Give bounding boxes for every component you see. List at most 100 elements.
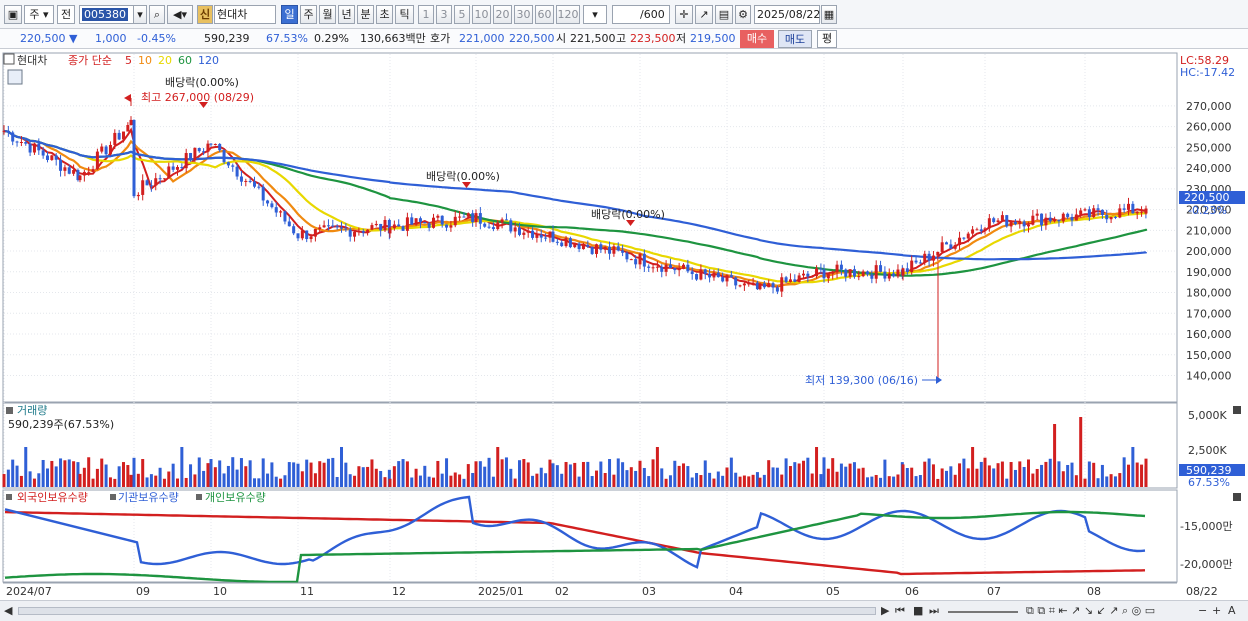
- volume-bar: [647, 476, 651, 487]
- ma-legend-item: 5: [125, 54, 132, 67]
- step-dropdown[interactable]: ▾: [583, 5, 607, 24]
- volume-bar: [171, 463, 175, 487]
- candle-body: [274, 207, 278, 213]
- price-tick-label: 240,000: [1186, 162, 1232, 175]
- period-select[interactable]: 주 ▾: [24, 5, 54, 24]
- volume-bar: [910, 467, 914, 487]
- bid-label: 호가: [430, 32, 451, 45]
- chevron-down-icon[interactable]: ▾: [133, 5, 147, 24]
- gear-icon[interactable]: ⚙: [735, 5, 751, 24]
- candle-body: [526, 230, 530, 233]
- zoom-in-icon[interactable]: +: [1212, 604, 1222, 617]
- minute-step-10[interactable]: 10: [472, 5, 491, 24]
- interval-day[interactable]: 일: [281, 5, 298, 24]
- candle-body: [235, 166, 239, 177]
- candle-body: [716, 272, 720, 278]
- minute-step-1[interactable]: 1: [418, 5, 434, 24]
- zoom-out-icon[interactable]: −: [1198, 604, 1208, 617]
- minute-step-60[interactable]: 60: [535, 5, 554, 24]
- volume-bar: [1000, 461, 1004, 487]
- forward-icon[interactable]: ⏭: [929, 604, 939, 617]
- stop-icon[interactable]: ■: [913, 604, 924, 617]
- candle-body: [581, 244, 585, 250]
- holding-panel-close-icon[interactable]: [1233, 493, 1241, 501]
- horizontal-scrollbar[interactable]: [18, 607, 876, 615]
- save-icon[interactable]: ▤: [715, 5, 733, 24]
- foreign-holding-label: 외국인보유수량: [17, 491, 88, 504]
- chart-area[interactable]: 270,000 260,000 250,000 240,000 230,000 220,0…: [0, 50, 1248, 600]
- interval-tick[interactable]: 틱: [395, 5, 414, 24]
- interval-year[interactable]: 년: [338, 5, 355, 24]
- stock-chart[interactable]: 270,000260,000250,000240,000230,000220,0…: [0, 50, 1248, 600]
- sell-button[interactable]: 매도: [778, 30, 812, 48]
- minute-step-3[interactable]: 3: [436, 5, 452, 24]
- volume-bar: [487, 457, 491, 487]
- zoom-slider[interactable]: [948, 611, 1018, 613]
- interval-month[interactable]: 월: [319, 5, 336, 24]
- minute-step-20[interactable]: 20: [493, 5, 512, 24]
- candle-body: [729, 275, 733, 278]
- buy-button[interactable]: 매수: [740, 30, 774, 48]
- ma-legend-item: 120: [198, 54, 219, 67]
- minute-step-30[interactable]: 30: [514, 5, 533, 24]
- font-size-icon[interactable]: A: [1228, 604, 1236, 617]
- interval-minute[interactable]: 분: [357, 5, 374, 24]
- volume-bar: [76, 462, 80, 487]
- credit-badge: 신: [197, 5, 213, 24]
- candle-body: [996, 220, 1000, 223]
- interval-second[interactable]: 초: [376, 5, 393, 24]
- stock-name-field[interactable]: 현대차: [214, 5, 276, 24]
- candle-body: [1087, 209, 1091, 217]
- volume-bar: [729, 457, 733, 487]
- volume-bar: [397, 461, 401, 487]
- scroll-right-icon[interactable]: ▶: [881, 604, 890, 617]
- candle-body: [283, 211, 287, 222]
- candle-body: [432, 217, 435, 228]
- volume-bar: [775, 467, 779, 487]
- candle-body: [522, 232, 526, 235]
- volume-bar: [1092, 462, 1096, 487]
- speaker-icon[interactable]: ◀▾: [167, 5, 193, 24]
- interval-week[interactable]: 주: [300, 5, 317, 24]
- volume-bar: [239, 458, 243, 487]
- volume-bar: [936, 478, 940, 487]
- volume-bar: [806, 457, 810, 487]
- drawing-tool-icon[interactable]: ↗: [695, 5, 713, 24]
- scroll-left-icon[interactable]: ◀: [4, 604, 13, 617]
- price-tick-label: 220,000: [1186, 204, 1232, 217]
- volume-bar: [651, 459, 655, 487]
- tool-icons[interactable]: ⧉ ⧉ ⌗ ⇤ ↗ ↘ ↙ ↗ ⌕ ◎ ▭: [1026, 604, 1156, 617]
- candle-body: [1074, 214, 1078, 221]
- candle-body: [410, 217, 414, 225]
- calculator-icon[interactable]: [7, 69, 23, 85]
- holding-lines: [4, 495, 1146, 584]
- volume-bar: [331, 457, 335, 487]
- volume-bar: [453, 472, 457, 487]
- volume-bar: [539, 467, 543, 487]
- average-button[interactable]: 평: [817, 30, 837, 48]
- minute-step-120[interactable]: 120: [556, 5, 580, 24]
- volume-bar: [1027, 459, 1030, 487]
- crosshair-icon[interactable]: ✛: [675, 5, 693, 24]
- volume-bar: [927, 458, 931, 487]
- candle-body: [1018, 221, 1022, 225]
- date-field[interactable]: 2025/08/22: [754, 5, 820, 24]
- price-tick-label: 180,000: [1186, 287, 1232, 300]
- search-icon[interactable]: ⌕: [149, 5, 165, 24]
- range-button[interactable]: 전: [57, 5, 75, 24]
- calendar-icon[interactable]: ▦: [821, 5, 837, 24]
- minute-step-5[interactable]: 5: [454, 5, 470, 24]
- candle-body: [690, 271, 694, 275]
- candle-body: [24, 141, 28, 144]
- candle-body: [531, 230, 535, 238]
- candle-body: [1044, 217, 1048, 226]
- volume-last-tag: [1179, 464, 1245, 476]
- chart-menu-icon[interactable]: ▣: [4, 5, 22, 24]
- volume-bar: [677, 465, 681, 487]
- volume-bar: [544, 473, 548, 487]
- candle-body: [822, 269, 826, 279]
- volume-panel-close-icon[interactable]: [1233, 406, 1241, 414]
- code-input[interactable]: 005380: [79, 5, 141, 24]
- rewind-icon[interactable]: ⏮: [895, 604, 905, 617]
- toolbar: ▣ 주 ▾ 전 005380 ▾ ⌕ ◀▾ 신 현대차 일 주 월 년 분 초 …: [0, 0, 1248, 29]
